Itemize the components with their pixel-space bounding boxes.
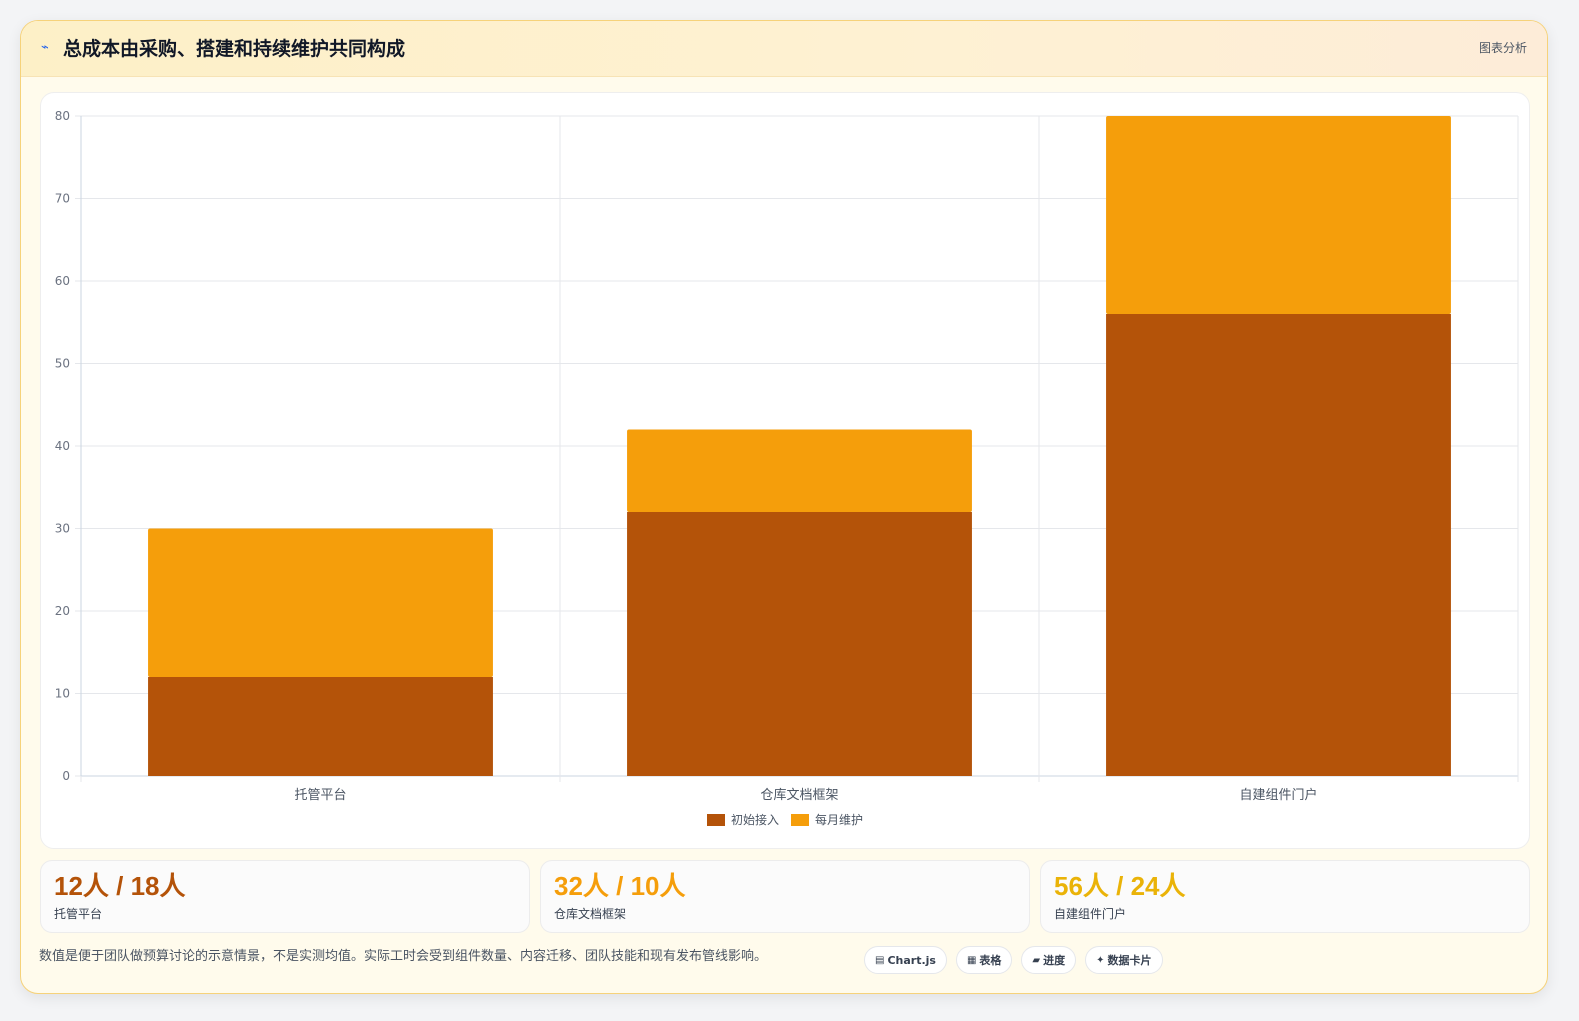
bar-segment [148,528,493,677]
footnote: 数值是便于团队做预算讨论的示意情景，不是实测均值。实际工时会受到组件数量、内容迁… [39,949,768,964]
legend-label-monthly: 每月维护 [815,813,864,827]
chip-data-cards[interactable]: ✦ 数据卡片 [1085,946,1163,974]
sparkle-icon: ✦ [1096,954,1105,966]
stat-value: 56人 / 24人 [1054,871,1186,901]
x-tick-label: 自建组件门户 [1239,787,1317,803]
card-title: 总成本由采购、搭建和持续维护共同构成 [63,38,406,60]
chart-icon: ▤ [875,954,885,966]
legend-item-monthly[interactable]: 每月维护 [791,811,863,828]
stat-label: 仓库文档框架 [554,907,627,921]
y-tick-label: 70 [55,192,70,206]
chip-progress[interactable]: ▰ 进度 [1021,946,1077,974]
chart-analysis-label: 图表分析 [1478,41,1527,55]
legend-label-initial: 初始接入 [730,813,779,827]
chip-label: 进度 [1043,954,1066,967]
stat-value: 32人 / 10人 [554,871,686,901]
y-tick-label: 20 [55,604,70,618]
progress-icon: ▰ [1032,954,1041,966]
chip-row: ▤ Chart.js ▦ 表格 ▰ 进度 ✦ 数据卡片 [864,946,1163,974]
y-tick-label: 50 [55,357,70,371]
chip-chartjs[interactable]: ▤ Chart.js [864,946,947,974]
bar-segment [1106,314,1451,776]
legend-item-initial[interactable]: 初始接入 [706,811,779,828]
bar-segment [1106,116,1451,314]
y-tick-label: 80 [55,109,70,123]
stat-label: 自建组件门户 [1054,907,1127,921]
y-tick-label: 60 [55,274,70,288]
chip-label: 表格 [979,954,1002,967]
legend-swatch-monthly [791,813,809,826]
y-tick-label: 10 [55,687,70,701]
bar-segment [148,677,493,776]
chart-card: ⌁ 总成本由采购、搭建和持续维护共同构成 图表分析 0 10 20 30 40 50 60 7… [20,20,1548,994]
card-header: ⌁ 总成本由采购、搭建和持续维护共同构成 图表分析 [21,21,1547,77]
x-tick-label: 托管平台 [294,788,346,803]
chart-legend: 初始接入 每月维护 [41,811,1529,828]
chip-table[interactable]: ▦ 表格 [955,946,1013,974]
stat-card-hosted: 12人 / 18人 托管平台 [40,860,530,933]
chart-icon: ⌁ [41,40,49,55]
chip-label: 数据卡片 [1107,954,1152,967]
stat-card-self-built: 56人 / 24人 自建组件门户 [1040,860,1530,933]
stat-label: 托管平台 [54,907,103,921]
x-tick-label: 仓库文档框架 [760,787,838,803]
table-icon: ▦ [966,954,977,966]
y-tick-label: 0 [62,769,70,783]
bar-segment [627,512,972,776]
chip-label: Chart.js [887,953,936,967]
stat-value: 12人 / 18人 [54,871,186,901]
stacked-bar-chart: 0 10 20 30 40 50 60 70 80 托管平台 仓库文档框架 自建组件门户 [55,109,1519,803]
legend-swatch-initial [706,813,725,826]
chart-area: 0 10 20 30 40 50 60 70 80 托管平台 仓库文档框架 自建组件门户 初始接入 每… [40,92,1530,849]
y-tick-label: 30 [55,522,70,536]
bar-segment [627,429,972,512]
y-tick-label: 40 [55,439,70,453]
stat-card-repo-docs: 32人 / 10人 仓库文档框架 [540,860,1030,933]
